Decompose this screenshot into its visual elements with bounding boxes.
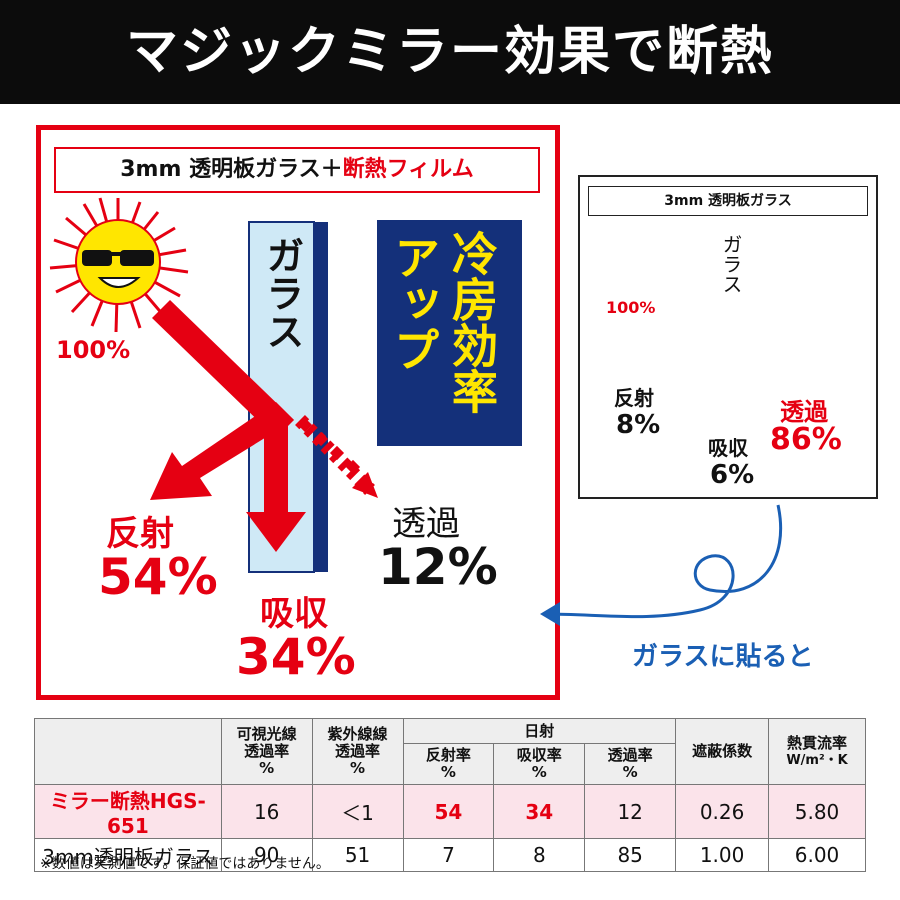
- cell-uv: ＜1: [311, 784, 404, 839]
- table-row: ミラー断熱HGS-651 16 ＜1 54 34 12 0.26 5.80: [34, 784, 866, 839]
- side-transmit-value: 86%: [770, 422, 842, 457]
- page-title: マジックミラー効果で断熱: [125, 22, 774, 82]
- reflect-value: 54%: [98, 548, 218, 606]
- spec-table: 可視光線 透過率% 紫外線線 透過率% 日射 遮蔽係数 熱貫流率 W/m²・K 反射率…: [34, 718, 866, 872]
- cooling-banner: 冷房効率 アップ: [377, 220, 522, 446]
- absorb-arrow: [246, 512, 306, 552]
- incident-percent: 100%: [56, 336, 131, 364]
- side-absorb-label: 吸収: [708, 436, 748, 460]
- reflect-arrow: [150, 402, 294, 500]
- cell-shading: 1.00: [675, 838, 770, 872]
- cooling-banner-line1: アップ: [387, 234, 441, 372]
- header-heat: 熱貫流率 W/m²・K: [768, 718, 866, 785]
- cell-uv: 51: [311, 838, 404, 872]
- cell-reflect: 7: [402, 838, 495, 872]
- row-name: 3mm透明板ガラス: [34, 838, 222, 872]
- film-panel: 3mm 透明板ガラス＋断熱フィルム: [36, 125, 560, 700]
- cell-absorb: 34: [493, 784, 586, 839]
- connector-line: [544, 504, 783, 619]
- glass-label: ガラス: [260, 236, 304, 350]
- header-solar: 日射: [402, 718, 677, 744]
- transmit-label: 透過: [392, 504, 460, 544]
- side-reflect-value: 8%: [616, 410, 661, 440]
- sun-face: [75, 219, 161, 305]
- cell-transmit: 85: [584, 838, 677, 872]
- film-panel-title-black: 3mm 透明板ガラス＋: [120, 157, 343, 182]
- film-panel-title-red: 断熱フィルム: [342, 157, 474, 182]
- side-transmit-label: 透過: [780, 398, 828, 426]
- cell-transmit: 12: [584, 784, 677, 839]
- side-absorb-value: 6%: [710, 460, 755, 490]
- reflect-label: 反射: [106, 514, 174, 554]
- glass-label-wrap: ガラス: [255, 236, 305, 366]
- film-panel-title: 3mm 透明板ガラス＋断熱フィルム: [54, 147, 540, 193]
- sunglasses-icon: [82, 250, 112, 266]
- cell-absorb: 8: [493, 838, 586, 872]
- cell-visible: 16: [220, 784, 313, 839]
- absorb-label: 吸収: [260, 594, 328, 634]
- table-row: 3mm透明板ガラス 90 51 7 8 85 1.00 6.00: [34, 838, 866, 872]
- transmit-value: 12%: [378, 538, 498, 596]
- connector-arrowhead: [540, 602, 560, 626]
- incident-arrow: [152, 300, 294, 438]
- cell-reflect: 54: [402, 784, 495, 839]
- side-incident-percent: 100%: [606, 298, 656, 317]
- cell-shading: 0.26: [675, 784, 770, 839]
- spec-table-corner: [34, 718, 222, 785]
- header-bar: マジックミラー効果で断熱: [0, 0, 900, 104]
- film-layer: [314, 222, 328, 572]
- header-shading: 遮蔽係数: [675, 718, 770, 785]
- cell-visible: 90: [220, 838, 313, 872]
- row-name: ミラー断熱HGS-651: [34, 784, 222, 839]
- header-absorb: 吸収率%: [493, 743, 586, 785]
- header-visible: 可視光線 透過率%: [220, 718, 313, 785]
- plain-glass-title: 3mm 透明板ガラス: [588, 186, 868, 216]
- side-glass-label: ガラス: [719, 234, 743, 294]
- header-uv: 紫外線線 透過率%: [311, 718, 404, 785]
- header-transmit: 透過率%: [584, 743, 677, 785]
- side-glass-label-wrap: ガラス: [717, 234, 746, 314]
- side-reflect-label: 反射: [614, 386, 654, 410]
- connector-label: ガラスに貼ると: [632, 642, 814, 672]
- cell-heat: 6.00: [768, 838, 866, 872]
- header-reflect: 反射率%: [402, 743, 495, 785]
- cell-heat: 5.80: [768, 784, 866, 839]
- plain-glass-panel: 3mm 透明板ガラス: [578, 175, 878, 499]
- footnote: ※数値は実測値です。保証値ではありません。: [40, 856, 330, 872]
- cooling-banner-line2: 冷房効率: [445, 230, 499, 414]
- absorb-value: 34%: [236, 628, 356, 686]
